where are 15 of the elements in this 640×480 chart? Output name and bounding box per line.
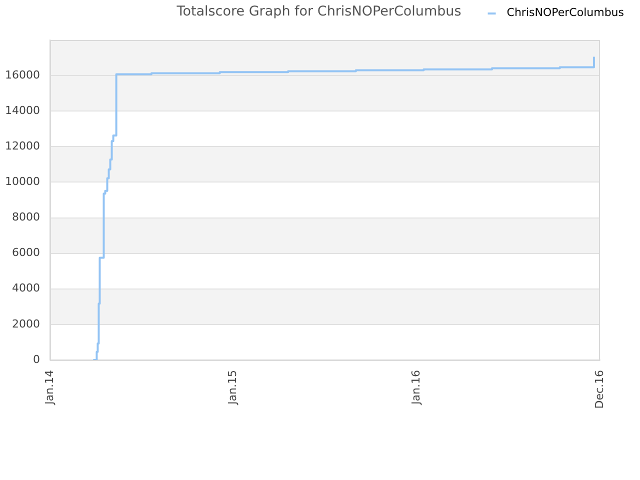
x-tick-label: Dec.16	[592, 370, 606, 409]
x-tick-label: Jan.15	[226, 370, 240, 406]
y-tick-label: 6000	[12, 246, 40, 260]
y-tick-label: 8000	[12, 210, 40, 224]
x-tick-label: Jan.14	[42, 370, 56, 406]
y-tick-label: 2000	[12, 317, 40, 330]
legend-label: ChrisNOPerColumbus	[506, 6, 624, 19]
y-tick-label: 14000	[5, 104, 40, 117]
x-tick-label: Jan.16	[410, 370, 423, 406]
y-tick-label: 12000	[5, 140, 40, 153]
y-tick-label: 0	[33, 352, 40, 366]
chart-title: Totalscore Graph for ChrisNOPerColumbus	[176, 4, 462, 20]
y-tick-label: 10000	[5, 175, 40, 188]
y-tick-label: 16000	[5, 68, 40, 82]
y-tick-label: 4000	[12, 282, 40, 295]
